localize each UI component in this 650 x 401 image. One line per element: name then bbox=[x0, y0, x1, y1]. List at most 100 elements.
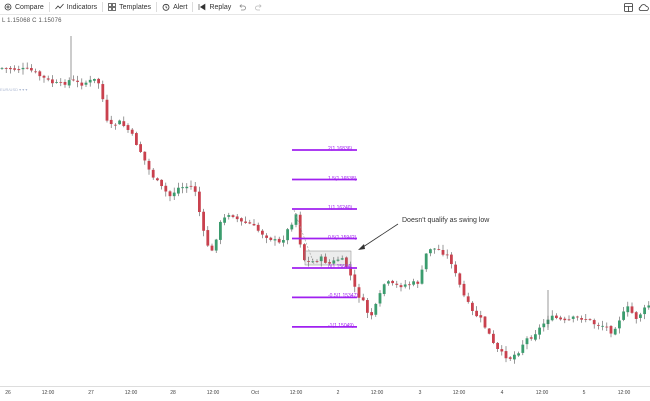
indicator-badge: EUR/USD ▾ ▾ ▾ bbox=[0, 87, 28, 92]
bearish-candle bbox=[298, 214, 302, 245]
bearish-candle bbox=[4, 68, 8, 69]
bearish-candle bbox=[483, 316, 487, 328]
bullish-candle bbox=[67, 80, 71, 86]
bearish-candle bbox=[609, 326, 613, 334]
bullish-candle bbox=[118, 120, 121, 125]
templates-button[interactable]: Templates bbox=[104, 0, 155, 14]
bearish-candle bbox=[265, 235, 268, 238]
bullish-candle bbox=[424, 253, 428, 270]
annotation-arrow bbox=[359, 223, 399, 250]
bullish-candle bbox=[84, 82, 88, 85]
price-chart[interactable] bbox=[0, 15, 650, 386]
bullish-candle bbox=[382, 284, 386, 295]
indicators-button[interactable]: Indicators bbox=[51, 0, 101, 14]
time-axis-tick: 27 bbox=[88, 390, 94, 396]
legend-close: C 1.15076 bbox=[32, 18, 62, 24]
bullish-candle bbox=[282, 239, 285, 243]
bearish-candle bbox=[193, 186, 197, 192]
undo-icon bbox=[239, 4, 247, 11]
bearish-candle bbox=[605, 326, 609, 328]
ohlc-legend: L 1.15068 C 1.15076 bbox=[2, 18, 62, 24]
legend-low: L 1.15068 bbox=[2, 18, 31, 24]
compare-button[interactable]: Compare bbox=[0, 0, 48, 14]
bearish-candle bbox=[30, 68, 33, 71]
bearish-candle bbox=[441, 250, 445, 255]
bearish-candle bbox=[370, 312, 373, 316]
bearish-candle bbox=[508, 357, 512, 359]
redo-button[interactable] bbox=[252, 0, 269, 14]
bearish-candle bbox=[269, 237, 273, 240]
bearish-candle bbox=[156, 178, 159, 181]
bearish-candle bbox=[315, 261, 319, 262]
bullish-candle bbox=[286, 229, 289, 241]
bullish-candle bbox=[185, 186, 189, 189]
bearish-candle bbox=[391, 280, 394, 284]
replay-button[interactable]: Replay bbox=[194, 0, 235, 14]
bullish-candle bbox=[290, 224, 294, 230]
bullish-candle bbox=[311, 261, 315, 263]
undo-button[interactable] bbox=[235, 0, 252, 14]
bearish-candle bbox=[51, 79, 54, 84]
bearish-candle bbox=[235, 216, 239, 220]
time-axis-tick: 28 bbox=[170, 390, 176, 396]
bearish-candle bbox=[504, 351, 508, 359]
bullish-candle bbox=[332, 260, 336, 264]
time-axis-tick: 12:00 bbox=[289, 390, 303, 396]
bearish-candle bbox=[345, 257, 348, 267]
cloud-save-button[interactable] bbox=[638, 0, 649, 14]
bearish-candle bbox=[584, 318, 588, 320]
bearish-candle bbox=[592, 320, 596, 325]
bearish-candle bbox=[529, 337, 533, 339]
bearish-candle bbox=[437, 249, 441, 250]
bearish-candle bbox=[454, 264, 457, 274]
time-axis-tick: 12:00 bbox=[124, 390, 138, 396]
time-axis: 26 12:00 27 12:00 28 12:00 Oct 12:00 2 12:00 3 12:0… bbox=[0, 386, 650, 401]
bearish-candle bbox=[500, 349, 504, 352]
bullish-candle bbox=[542, 323, 546, 328]
bearish-candle bbox=[189, 185, 193, 187]
bearish-candle bbox=[97, 78, 100, 84]
bullish-candle bbox=[227, 215, 231, 217]
bearish-candle bbox=[101, 84, 105, 100]
fib-level-label: -0.5(1.15347) bbox=[328, 293, 359, 300]
bearish-candle bbox=[122, 121, 126, 126]
bearish-candle bbox=[34, 71, 37, 73]
bullish-candle bbox=[378, 293, 382, 304]
bullish-candle bbox=[429, 249, 432, 254]
bearish-candle bbox=[466, 296, 470, 302]
bearish-candle bbox=[240, 218, 243, 222]
bullish-candle bbox=[55, 82, 58, 83]
bullish-candle bbox=[513, 354, 516, 360]
bearish-candle bbox=[471, 302, 474, 312]
bearish-candle bbox=[361, 297, 365, 301]
bearish-candle bbox=[458, 273, 462, 285]
bullish-candle bbox=[618, 320, 621, 329]
bearish-candle bbox=[445, 254, 449, 256]
bearish-candle bbox=[38, 71, 42, 77]
redo-icon bbox=[255, 4, 262, 11]
highlight-box bbox=[304, 250, 352, 266]
bullish-candle bbox=[336, 259, 340, 261]
fib-level-label: 0(1.15644) bbox=[328, 264, 353, 270]
time-axis-tick: 2 bbox=[336, 390, 340, 396]
bearish-candle bbox=[416, 281, 420, 284]
bearish-candle bbox=[164, 185, 168, 192]
bearish-candle bbox=[160, 179, 163, 187]
toolbar-divider bbox=[192, 2, 194, 12]
bearish-candle bbox=[588, 319, 592, 320]
bearish-candle bbox=[42, 75, 46, 78]
bullish-candle bbox=[181, 187, 184, 189]
layout-button[interactable] bbox=[624, 0, 633, 14]
bearish-candle bbox=[395, 283, 399, 285]
alert-button[interactable]: Alert bbox=[158, 0, 191, 14]
bearish-candle bbox=[353, 274, 357, 287]
bearish-candle bbox=[256, 224, 260, 231]
bullish-candle bbox=[93, 78, 96, 81]
bullish-candle bbox=[412, 281, 415, 285]
bearish-candle bbox=[492, 333, 495, 343]
bearish-candle bbox=[252, 223, 256, 226]
bullish-candle bbox=[433, 248, 436, 250]
bullish-candle bbox=[214, 239, 218, 251]
time-axis-tick: 12:00 bbox=[617, 390, 631, 396]
bearish-candle bbox=[80, 82, 84, 86]
